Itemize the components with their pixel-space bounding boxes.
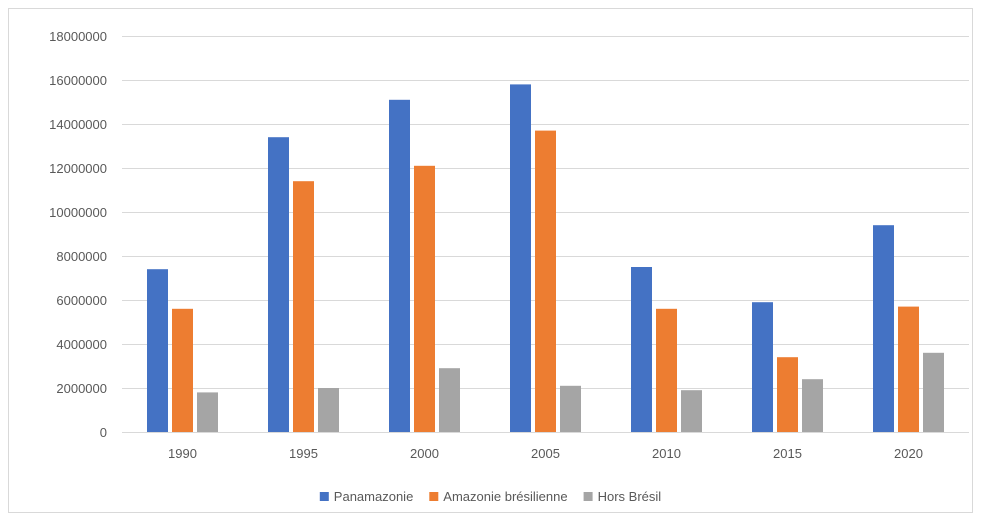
bar-amazonie-br-silienne-2020 [898,306,919,432]
y-tick-label: 6000000 [56,293,107,308]
legend-swatch [429,492,439,501]
bar-panamazonie-1990 [147,269,168,432]
bar-panamazonie-2020 [873,225,894,432]
bar-amazonie-br-silienne-1990 [172,308,193,432]
bar-amazonie-br-silienne-2015 [777,357,798,432]
bar-hors-br-sil-2020 [923,352,944,432]
bar-panamazonie-2005 [510,84,531,433]
bar-panamazonie-1995 [268,137,289,432]
chart-frame: 0 2000000 4000000 6000000 8000000 10000000 120… [8,8,973,513]
x-tick-label: 2005 [531,446,560,461]
y-tick-label: 4000000 [56,337,107,352]
x-tick-label: 2010 [652,446,681,461]
bars [147,84,944,433]
y-tick-label: 8000000 [56,249,107,264]
bar-hors-br-sil-2005 [560,385,581,432]
legend-swatch [319,492,329,501]
bar-hors-br-sil-1995 [318,388,339,432]
y-tick-label: 16000000 [49,73,107,88]
y-tick-label: 12000000 [49,161,107,176]
legend-item: Panamazonie [319,489,414,504]
bar-amazonie-br-silienne-2005 [535,130,556,432]
y-tick-label: 18000000 [49,29,107,44]
y-tick-label: 0 [100,425,107,440]
bar-panamazonie-2000 [389,99,410,433]
x-tick-label: 2000 [410,446,439,461]
bar-amazonie-br-silienne-2000 [414,165,435,433]
legend-item: Amazonie brésilienne [429,489,568,504]
bar-panamazonie-2010 [631,267,652,432]
x-tick-label: 1995 [289,446,318,461]
x-tick-label: 1990 [168,446,197,461]
legend-swatch [583,492,593,501]
legend: Panamazonie Amazonie brésilienne Hors Brés… [319,489,662,504]
bar-hors-br-sil-2000 [439,368,460,432]
bar-hors-br-sil-1990 [197,392,218,432]
y-axis-tick-labels: 0 2000000 4000000 6000000 8000000 10000000 120… [49,29,107,440]
y-tick-label: 10000000 [49,205,107,220]
legend-label: Amazonie brésilienne [443,489,567,504]
bar-amazonie-br-silienne-1995 [293,181,314,432]
bar-amazonie-br-silienne-2010 [656,308,677,432]
legend-item: Hors Brésil [583,489,662,504]
bar-chart: 0 2000000 4000000 6000000 8000000 10000000 120… [49,29,969,504]
bar-panamazonie-2015 [752,302,773,432]
legend-label: Hors Brésil [598,489,662,504]
legend-label: Panamazonie [334,489,414,504]
x-tick-label: 2015 [773,446,802,461]
bar-hors-br-sil-2010 [681,390,702,432]
x-tick-label: 2020 [894,446,923,461]
y-tick-label: 14000000 [49,117,107,132]
y-tick-label: 2000000 [56,381,107,396]
bar-hors-br-sil-2015 [802,379,823,432]
x-axis-tick-labels: 1990 1995 2000 2005 2010 2015 2020 [168,446,923,461]
